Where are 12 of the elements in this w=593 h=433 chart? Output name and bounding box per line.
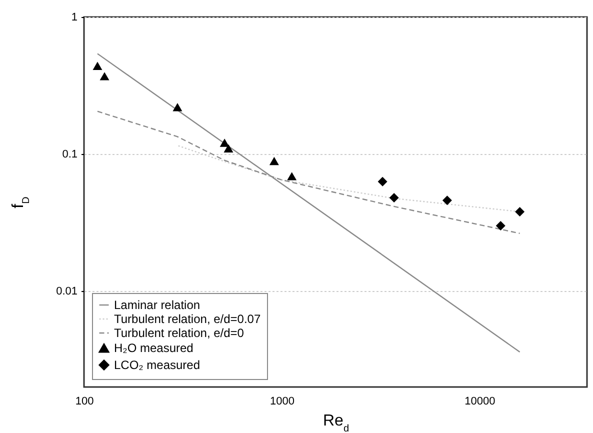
legend-label: LCO₂ measured — [114, 358, 200, 372]
x-tick-label: 10000 — [464, 396, 496, 408]
x-axis-title: Re$_{d}$ — [322, 412, 350, 433]
legend-label: Turbulent relation, e/d=0.07 — [114, 312, 261, 326]
y-tick-label: 1 — [71, 12, 78, 24]
legend-label: Laminar relation — [114, 298, 200, 312]
y-tick-label: 0.01 — [56, 286, 78, 298]
x-tick-label: 100 — [75, 396, 94, 408]
legend-label: H₂O measured — [114, 341, 194, 355]
y-tick-label: 0.1 — [62, 148, 78, 161]
legend-label: Turbulent relation, e/d=0 — [114, 326, 244, 340]
x-tick-label: 1000 — [270, 396, 294, 408]
